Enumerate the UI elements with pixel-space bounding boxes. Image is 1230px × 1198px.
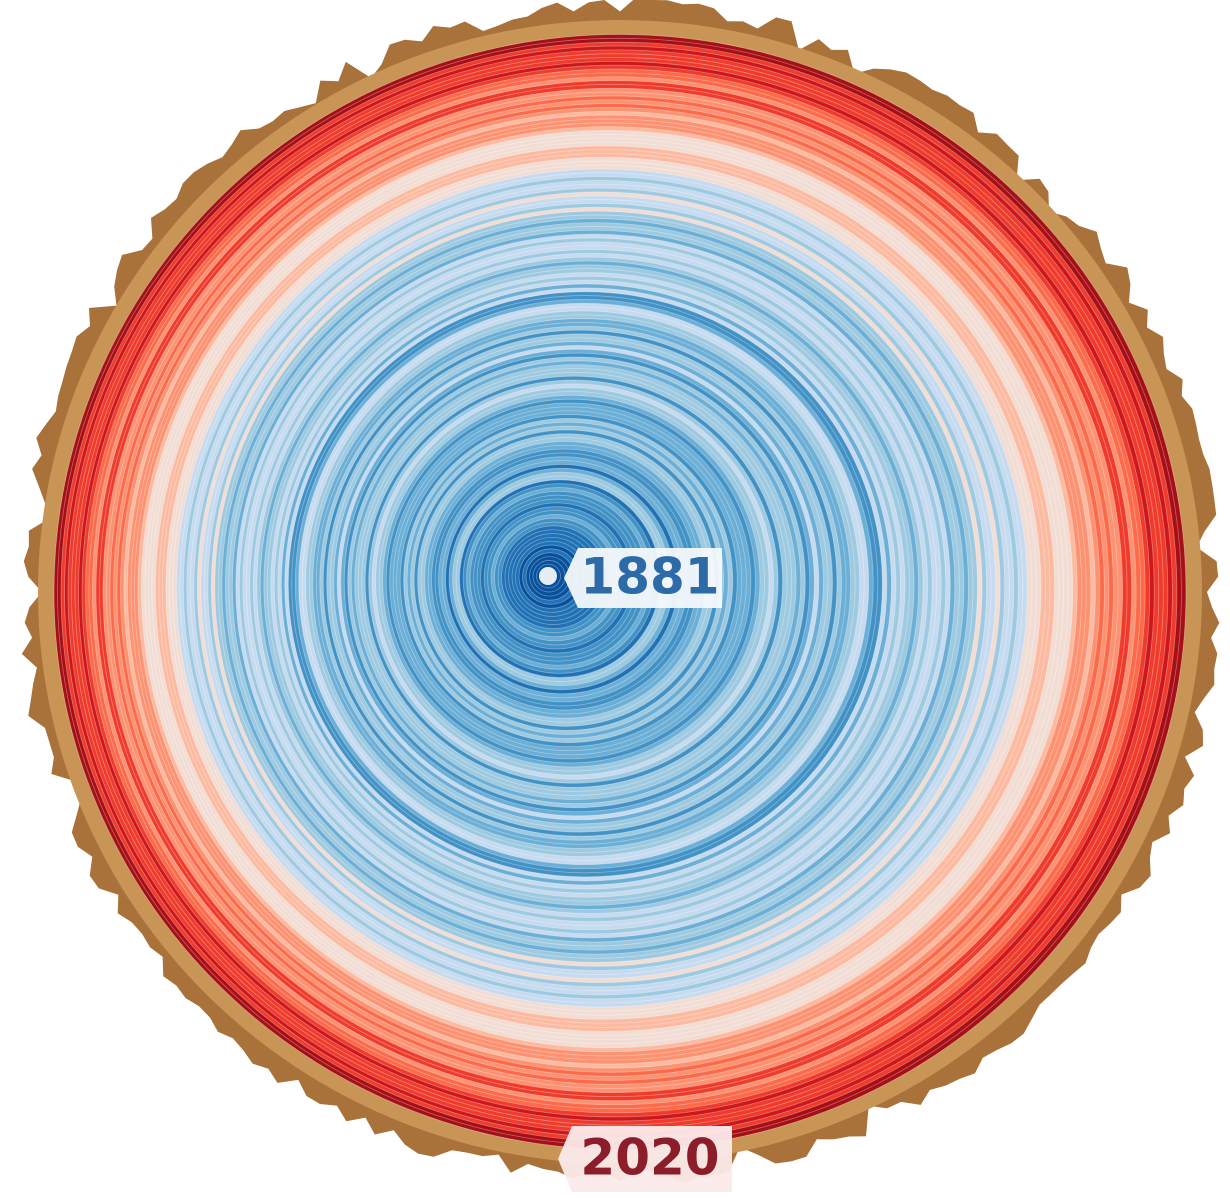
start-year-box (564, 548, 722, 608)
end-year-tag: 2020 (558, 1126, 732, 1192)
end-year-box (558, 1126, 732, 1192)
start-year-label: 1881 (580, 548, 719, 606)
pith (539, 567, 557, 585)
start-year-tag: 1881 (564, 548, 722, 608)
end-year-label: 2020 (580, 1129, 719, 1187)
